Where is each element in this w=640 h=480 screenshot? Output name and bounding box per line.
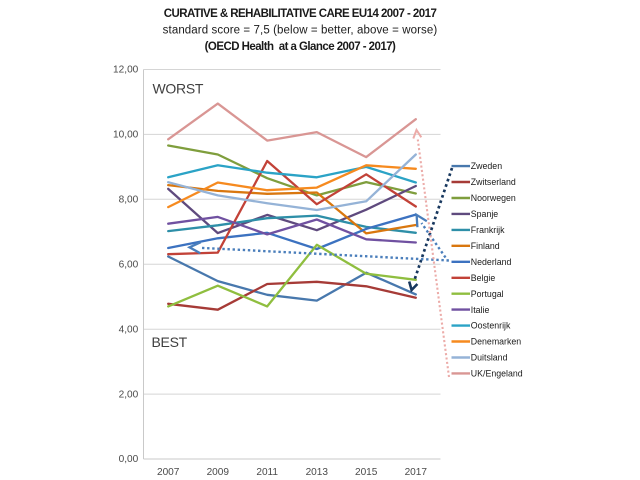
svg-text:WORST: WORST [153,81,204,97]
svg-text:Frankrijk: Frankrijk [471,225,505,235]
svg-text:Portugal: Portugal [471,289,504,299]
svg-text:10,00: 10,00 [113,130,139,141]
svg-text:0,00: 0,00 [119,454,139,465]
svg-text:Duitsland: Duitsland [471,353,508,363]
svg-text:Finland: Finland [471,241,500,251]
svg-text:BEST: BEST [152,334,188,350]
svg-text:4,00: 4,00 [119,324,139,335]
svg-text:Belgie: Belgie [471,273,496,283]
svg-text:Denemarken: Denemarken [471,337,521,347]
svg-text:UK/Engeland: UK/Engeland [471,369,523,379]
svg-text:2015: 2015 [355,467,378,478]
svg-text:Zweden: Zweden [471,161,502,171]
svg-text:8,00: 8,00 [119,195,139,206]
svg-text:2013: 2013 [306,467,329,478]
svg-text:Noorwegen: Noorwegen [471,193,516,203]
svg-text:2,00: 2,00 [119,389,139,400]
svg-text:2007: 2007 [157,467,180,478]
svg-text:standard score = 7,5 (below =: standard score = 7,5 (below = better, ab… [163,25,438,37]
svg-text:2017: 2017 [405,467,428,478]
svg-text:2011: 2011 [256,467,278,478]
svg-text:(OECD Health at a Glance 2007: (OECD Health at a Glance 2007 - 2017) [205,41,396,53]
svg-text:6,00: 6,00 [119,260,139,271]
svg-text:12,00: 12,00 [113,65,139,76]
svg-text:Spanje: Spanje [471,209,498,219]
svg-text:2009: 2009 [207,467,230,478]
svg-text:Nederland: Nederland [471,257,512,267]
svg-text:Zwitserland: Zwitserland [471,177,516,187]
svg-text:CURATIVE & REHABILITATIVE CARE: CURATIVE & REHABILITATIVE CARE EU14 2007… [164,8,437,20]
svg-text:Oostenrijk: Oostenrijk [471,321,511,331]
svg-text:Italie: Italie [471,305,490,315]
